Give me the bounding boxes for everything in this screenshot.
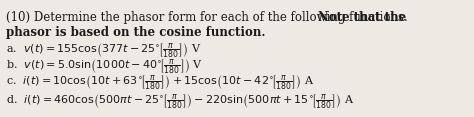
Text: a.  $v(t) = 155\cos\!\left(377t - 25^{\circ}\!\left[\frac{\pi}{180}\right]\right: a. $v(t) = 155\cos\!\left(377t - 25^{\ci… [6,42,201,60]
Text: (10) Determine the phasor form for each of the following functions.: (10) Determine the phasor form for each … [6,11,415,24]
Text: d.  $i(t) = 460\cos\!\left(500\pi t - 25^{\circ}\!\left[\frac{\pi}{180}\right]\r: d. $i(t) = 460\cos\!\left(500\pi t - 25^… [6,93,355,111]
Text: phasor is based on the cosine function.: phasor is based on the cosine function. [6,26,265,39]
Text: b.  $v(t) = 5.0\sin\!\left(1000t - 40^{\circ}\!\left[\frac{\pi}{180}\right]\righ: b. $v(t) = 5.0\sin\!\left(1000t - 40^{\c… [6,58,203,76]
Text: c.  $i(t) = 10\cos\!\left(10t + 63^{\circ}\!\left[\frac{\pi}{180}\right]\right) : c. $i(t) = 10\cos\!\left(10t + 63^{\circ… [6,74,315,92]
Text: Note that the: Note that the [318,11,406,24]
